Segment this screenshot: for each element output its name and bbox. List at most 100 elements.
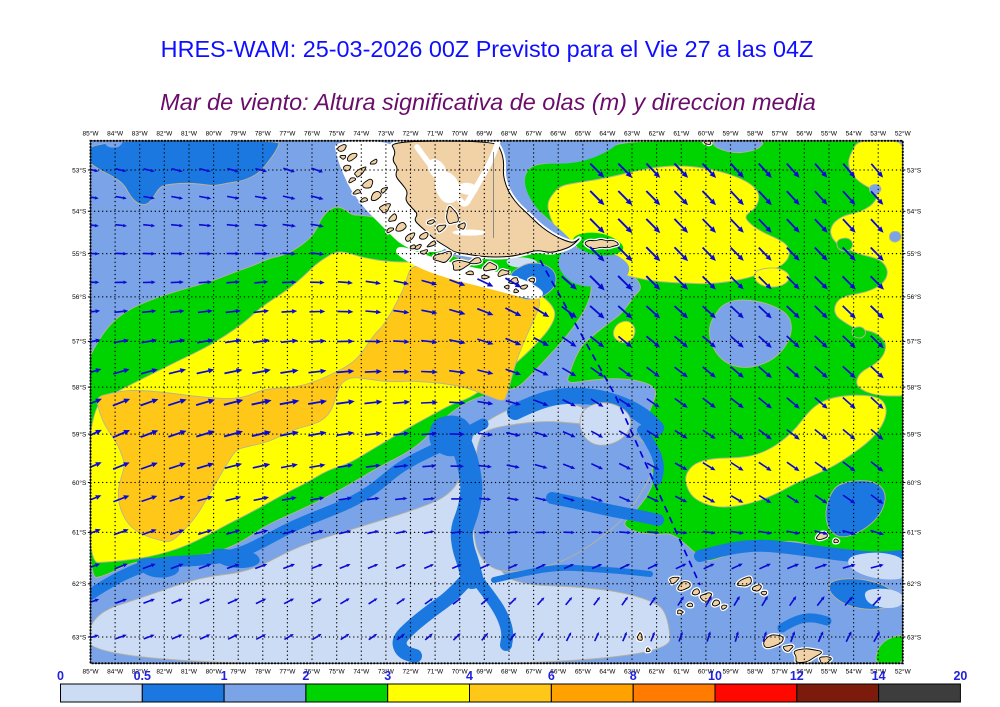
svg-text:77°W: 77°W [279, 668, 296, 676]
svg-text:55°W: 55°W [821, 668, 838, 676]
svg-text:59°S: 59°S [907, 430, 922, 438]
svg-text:61°W: 61°W [673, 130, 690, 138]
svg-text:59°S: 59°S [72, 430, 87, 438]
svg-text:66°W: 66°W [550, 668, 567, 676]
svg-text:HRES-WAM: 25-03-2026 00Z Previ: HRES-WAM: 25-03-2026 00Z Previsto para e… [161, 36, 814, 62]
svg-text:60°W: 60°W [698, 130, 715, 138]
svg-text:80°W: 80°W [206, 668, 223, 676]
svg-text:55°S: 55°S [907, 250, 922, 258]
svg-text:72°W: 72°W [403, 668, 420, 676]
svg-text:60°S: 60°S [907, 479, 922, 487]
svg-text:73°W: 73°W [378, 130, 395, 138]
svg-text:55°W: 55°W [821, 130, 838, 138]
svg-text:69°W: 69°W [476, 130, 493, 138]
svg-text:56°W: 56°W [796, 668, 813, 676]
svg-text:68°W: 68°W [501, 130, 518, 138]
svg-text:77°W: 77°W [279, 130, 296, 138]
svg-text:62°S: 62°S [72, 580, 87, 588]
svg-text:57°S: 57°S [72, 338, 87, 346]
svg-text:83°W: 83°W [132, 130, 149, 138]
svg-text:61°W: 61°W [673, 668, 690, 676]
svg-text:57°S: 57°S [907, 338, 922, 346]
svg-text:14: 14 [872, 669, 886, 683]
svg-text:82°W: 82°W [156, 668, 173, 676]
svg-text:4: 4 [466, 669, 473, 683]
svg-text:80°W: 80°W [206, 130, 223, 138]
svg-text:6: 6 [548, 669, 555, 683]
svg-text:2: 2 [302, 669, 309, 683]
svg-text:67°W: 67°W [526, 130, 543, 138]
svg-text:63°S: 63°S [907, 633, 922, 641]
svg-text:78°W: 78°W [255, 668, 272, 676]
svg-text:70°W: 70°W [452, 668, 469, 676]
svg-text:62°S: 62°S [907, 580, 922, 588]
svg-text:81°W: 81°W [181, 668, 198, 676]
svg-text:85°W: 85°W [83, 668, 100, 676]
svg-text:61°S: 61°S [72, 529, 87, 537]
svg-text:57°W: 57°W [772, 130, 789, 138]
svg-text:72°W: 72°W [403, 130, 420, 138]
svg-text:74°W: 74°W [353, 668, 370, 676]
svg-text:Mar de viento: Altura signific: Mar de viento: Altura significativa de o… [160, 89, 816, 115]
svg-text:71°W: 71°W [427, 130, 444, 138]
svg-text:74°W: 74°W [353, 130, 370, 138]
svg-text:60°S: 60°S [72, 479, 87, 487]
svg-text:64°W: 64°W [599, 130, 616, 138]
svg-text:78°W: 78°W [255, 130, 272, 138]
svg-text:79°W: 79°W [230, 130, 247, 138]
svg-text:62°W: 62°W [649, 130, 666, 138]
svg-text:54°W: 54°W [846, 668, 863, 676]
svg-text:58°S: 58°S [907, 383, 922, 391]
svg-text:75°W: 75°W [329, 130, 346, 138]
svg-text:52°W: 52°W [895, 130, 912, 138]
svg-text:76°W: 76°W [304, 130, 321, 138]
svg-text:53°W: 53°W [870, 130, 887, 138]
svg-text:65°W: 65°W [575, 130, 592, 138]
svg-text:71°W: 71°W [427, 668, 444, 676]
svg-text:0: 0 [57, 669, 64, 683]
svg-text:56°S: 56°S [907, 293, 922, 301]
svg-text:58°S: 58°S [72, 383, 87, 391]
svg-text:53°W: 53°W [870, 668, 887, 676]
svg-text:76°W: 76°W [304, 668, 321, 676]
svg-text:81°W: 81°W [181, 130, 198, 138]
svg-text:20: 20 [953, 669, 967, 683]
svg-text:52°W: 52°W [895, 668, 912, 676]
svg-text:62°W: 62°W [649, 668, 666, 676]
svg-text:57°W: 57°W [772, 668, 789, 676]
svg-text:58°W: 58°W [747, 668, 764, 676]
svg-text:53°S: 53°S [907, 166, 922, 174]
svg-text:68°W: 68°W [501, 668, 518, 676]
svg-text:66°W: 66°W [550, 130, 567, 138]
svg-text:73°W: 73°W [378, 668, 395, 676]
svg-text:60°W: 60°W [698, 668, 715, 676]
svg-text:63°S: 63°S [72, 633, 87, 641]
svg-text:84°W: 84°W [107, 130, 124, 138]
svg-text:63°W: 63°W [624, 668, 641, 676]
svg-text:83°W: 83°W [132, 668, 149, 676]
svg-text:8: 8 [630, 669, 637, 683]
svg-text:64°W: 64°W [599, 668, 616, 676]
svg-text:54°S: 54°S [907, 208, 922, 216]
svg-text:56°S: 56°S [72, 293, 87, 301]
svg-text:85°W: 85°W [83, 130, 100, 138]
svg-text:63°W: 63°W [624, 130, 641, 138]
svg-text:79°W: 79°W [230, 668, 247, 676]
svg-text:54°W: 54°W [846, 130, 863, 138]
svg-text:82°W: 82°W [156, 130, 173, 138]
svg-text:12: 12 [790, 669, 804, 683]
svg-text:3: 3 [384, 669, 391, 683]
svg-text:84°W: 84°W [107, 668, 124, 676]
svg-text:1: 1 [221, 669, 228, 683]
svg-text:67°W: 67°W [526, 668, 543, 676]
svg-text:55°S: 55°S [72, 250, 87, 258]
svg-text:61°S: 61°S [907, 529, 922, 537]
svg-text:53°S: 53°S [72, 166, 87, 174]
svg-text:58°W: 58°W [747, 130, 764, 138]
svg-text:54°S: 54°S [72, 208, 87, 216]
svg-text:59°W: 59°W [723, 130, 740, 138]
svg-text:70°W: 70°W [452, 130, 469, 138]
svg-text:59°W: 59°W [723, 668, 740, 676]
svg-text:69°W: 69°W [476, 668, 493, 676]
svg-text:75°W: 75°W [329, 668, 346, 676]
